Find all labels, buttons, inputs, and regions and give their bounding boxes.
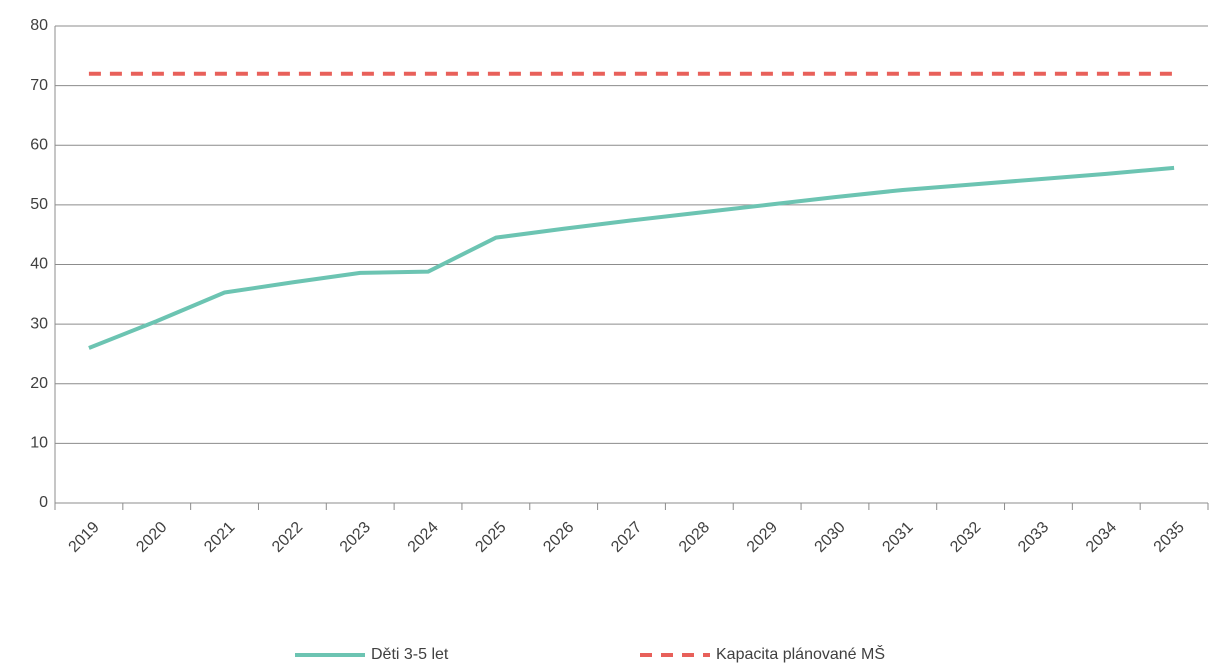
x-tick-label: 2025 bbox=[472, 519, 509, 556]
x-tick-label: 2020 bbox=[133, 519, 170, 556]
y-tick-label: 60 bbox=[30, 136, 48, 153]
y-tick-label: 20 bbox=[30, 375, 48, 392]
x-tick-label: 2031 bbox=[879, 519, 916, 556]
legend-label: Kapacita plánované MŠ bbox=[716, 644, 885, 663]
x-tick-label: 2027 bbox=[608, 519, 645, 556]
y-tick-label: 30 bbox=[30, 315, 48, 332]
x-tick-label: 2033 bbox=[1015, 519, 1052, 556]
x-tick-label: 2032 bbox=[947, 519, 984, 556]
y-tick-label: 80 bbox=[30, 17, 48, 34]
x-tick-label: 2028 bbox=[676, 519, 713, 556]
y-tick-label: 10 bbox=[30, 435, 48, 452]
x-tick-label: 2029 bbox=[744, 519, 781, 556]
x-tick-label: 2030 bbox=[812, 519, 849, 556]
x-tick-label: 2035 bbox=[1151, 519, 1188, 556]
y-tick-label: 70 bbox=[30, 77, 48, 94]
y-tick-label: 0 bbox=[39, 494, 48, 511]
x-tick-label: 2026 bbox=[540, 519, 577, 556]
x-tick-label: 2023 bbox=[337, 519, 374, 556]
y-tick-label: 40 bbox=[30, 256, 48, 273]
y-tick-label: 50 bbox=[30, 196, 48, 213]
series-line bbox=[88, 165, 1175, 350]
x-tick-label: 2022 bbox=[269, 519, 306, 556]
legend-label: Děti 3-5 let bbox=[371, 646, 449, 663]
x-tick-label: 2019 bbox=[66, 519, 103, 556]
x-tick-label: 2034 bbox=[1083, 519, 1120, 556]
x-tick-label: 2021 bbox=[201, 519, 238, 556]
x-tick-label: 2024 bbox=[405, 519, 442, 556]
